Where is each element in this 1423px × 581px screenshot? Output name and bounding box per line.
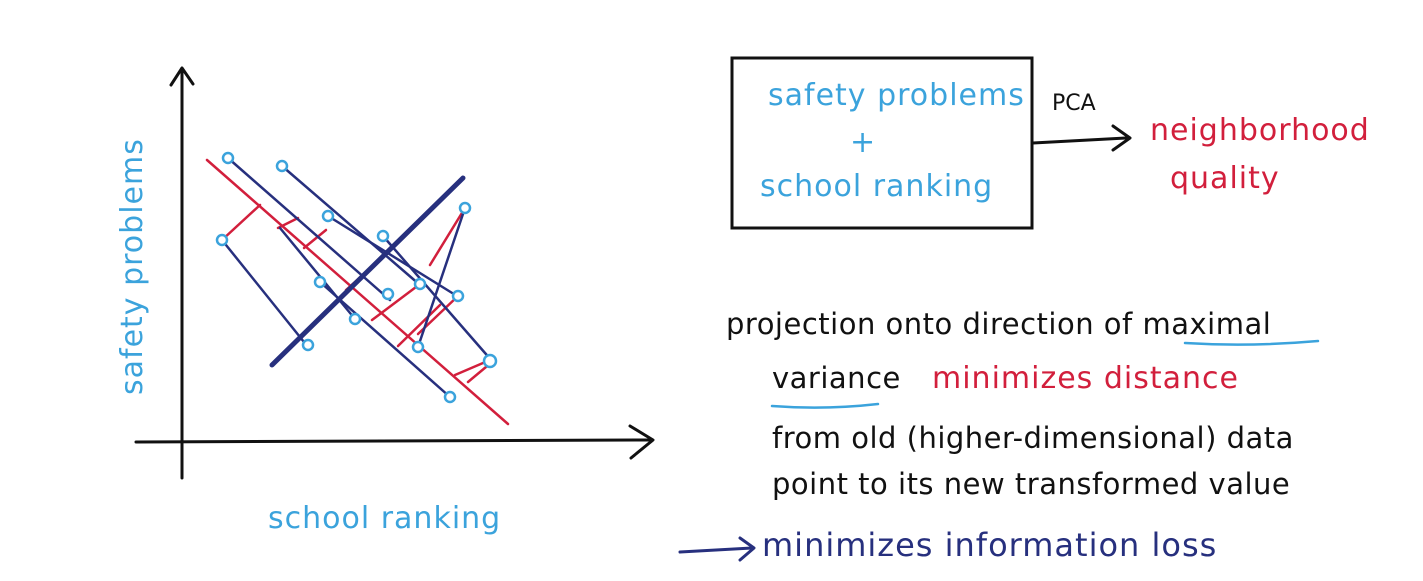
navy-connector	[326, 214, 459, 298]
box-line-school: school ranking	[760, 169, 993, 204]
text-maximal: maximal	[1142, 307, 1271, 341]
data-point	[413, 277, 427, 291]
pca-arrow-shaft	[1031, 136, 1128, 145]
text-minimizes-distance: minimizes distance	[932, 361, 1239, 396]
data-point	[376, 229, 390, 243]
data-point	[411, 340, 425, 354]
principal-component-line	[269, 175, 466, 368]
projection-lines-red	[205, 158, 510, 426]
data-point	[451, 289, 465, 303]
data-point	[482, 353, 498, 369]
x-axis	[134, 438, 652, 444]
data-point	[348, 312, 362, 326]
conclusion-arrow-shaft	[678, 546, 754, 554]
box-line-safety: safety problems	[768, 78, 1025, 113]
data-point	[215, 233, 229, 247]
data-point	[458, 201, 472, 215]
pca-arrow: PCA	[1031, 91, 1132, 152]
navy-connector	[381, 234, 494, 363]
feature-box: safety problems + school ranking	[730, 56, 1034, 230]
y-axis-arrowhead	[169, 66, 195, 87]
navy-connector	[278, 226, 357, 321]
red-connector	[276, 216, 300, 230]
data-point	[301, 338, 315, 352]
red-connector	[370, 282, 422, 322]
red-connector	[302, 228, 328, 250]
data-point	[381, 287, 395, 301]
red-connector	[428, 206, 467, 267]
text-variance: variance	[772, 361, 901, 395]
x-axis-label: school ranking	[268, 501, 501, 536]
data-point	[443, 390, 457, 404]
y-axis-label: safety problems	[115, 138, 150, 395]
red-residual-line	[205, 158, 510, 426]
pca-label: PCA	[1052, 91, 1096, 116]
text-line-3: from old (higher-dimensional) data	[772, 421, 1294, 455]
text-line-4: point to its new transformed value	[772, 467, 1290, 501]
navy-connector	[280, 164, 422, 287]
data-point	[275, 159, 289, 173]
text-minimizes-information-loss: minimizes information loss	[762, 526, 1217, 564]
data-point	[313, 275, 327, 289]
conclusion-arrow-head	[738, 536, 756, 562]
underline-maximal	[1183, 339, 1320, 346]
data-point	[221, 151, 235, 165]
red-connector	[396, 303, 442, 348]
navy-connector	[220, 238, 310, 349]
navy-connector	[416, 206, 467, 349]
navy-connector	[318, 280, 452, 399]
output-line-quality: quality	[1170, 161, 1280, 196]
pca-arrow-head	[1111, 124, 1132, 152]
scatter-plot: safety problems school ranking	[115, 66, 655, 536]
x-axis-arrowhead	[628, 424, 655, 460]
text-line-1a: projection onto direction of	[726, 307, 1142, 341]
text-line-1: projection onto direction of maximal	[726, 307, 1271, 341]
box-plus: +	[850, 125, 876, 160]
underline-variance	[770, 402, 880, 409]
data-point	[321, 209, 335, 223]
data-points	[215, 151, 498, 404]
explanation: projection onto direction of maximal var…	[678, 307, 1320, 564]
projection-lines-navy	[220, 156, 494, 399]
red-connector	[220, 203, 262, 242]
output-line-neighborhood: neighborhood	[1150, 113, 1370, 148]
